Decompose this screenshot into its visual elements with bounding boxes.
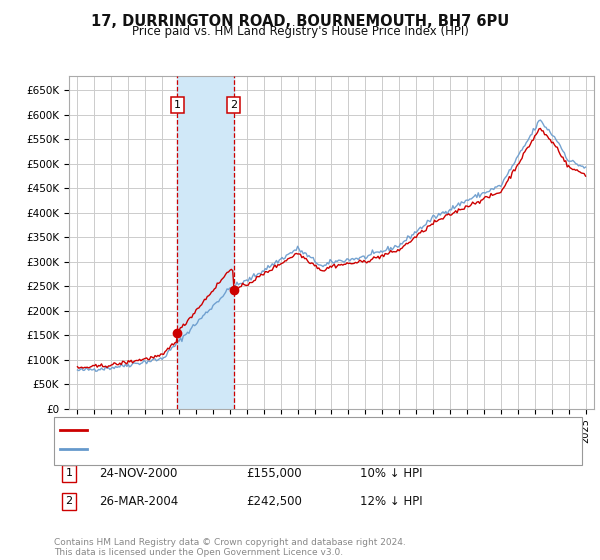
Text: Price paid vs. HM Land Registry's House Price Index (HPI): Price paid vs. HM Land Registry's House … xyxy=(131,25,469,38)
Text: £155,000: £155,000 xyxy=(246,466,302,480)
Text: £242,500: £242,500 xyxy=(246,494,302,508)
Text: 1: 1 xyxy=(174,100,181,110)
Text: 1: 1 xyxy=(65,468,73,478)
Bar xyxy=(178,76,234,409)
Text: 2: 2 xyxy=(230,100,238,110)
Text: 17, DURRINGTON ROAD, BOURNEMOUTH, BH7 6PU: 17, DURRINGTON ROAD, BOURNEMOUTH, BH7 6P… xyxy=(91,14,509,29)
Text: 26-MAR-2004: 26-MAR-2004 xyxy=(99,494,178,508)
Text: 24-NOV-2000: 24-NOV-2000 xyxy=(99,466,178,480)
Text: 10% ↓ HPI: 10% ↓ HPI xyxy=(360,466,422,480)
Text: 17, DURRINGTON ROAD, BOURNEMOUTH, BH7 6PU (detached house): 17, DURRINGTON ROAD, BOURNEMOUTH, BH7 6P… xyxy=(91,424,451,435)
Text: HPI: Average price, detached house, Bournemouth Christchurch and Poole: HPI: Average price, detached house, Bour… xyxy=(91,444,479,454)
Text: 2: 2 xyxy=(65,496,73,506)
Text: Contains HM Land Registry data © Crown copyright and database right 2024.
This d: Contains HM Land Registry data © Crown c… xyxy=(54,538,406,557)
Text: 12% ↓ HPI: 12% ↓ HPI xyxy=(360,494,422,508)
